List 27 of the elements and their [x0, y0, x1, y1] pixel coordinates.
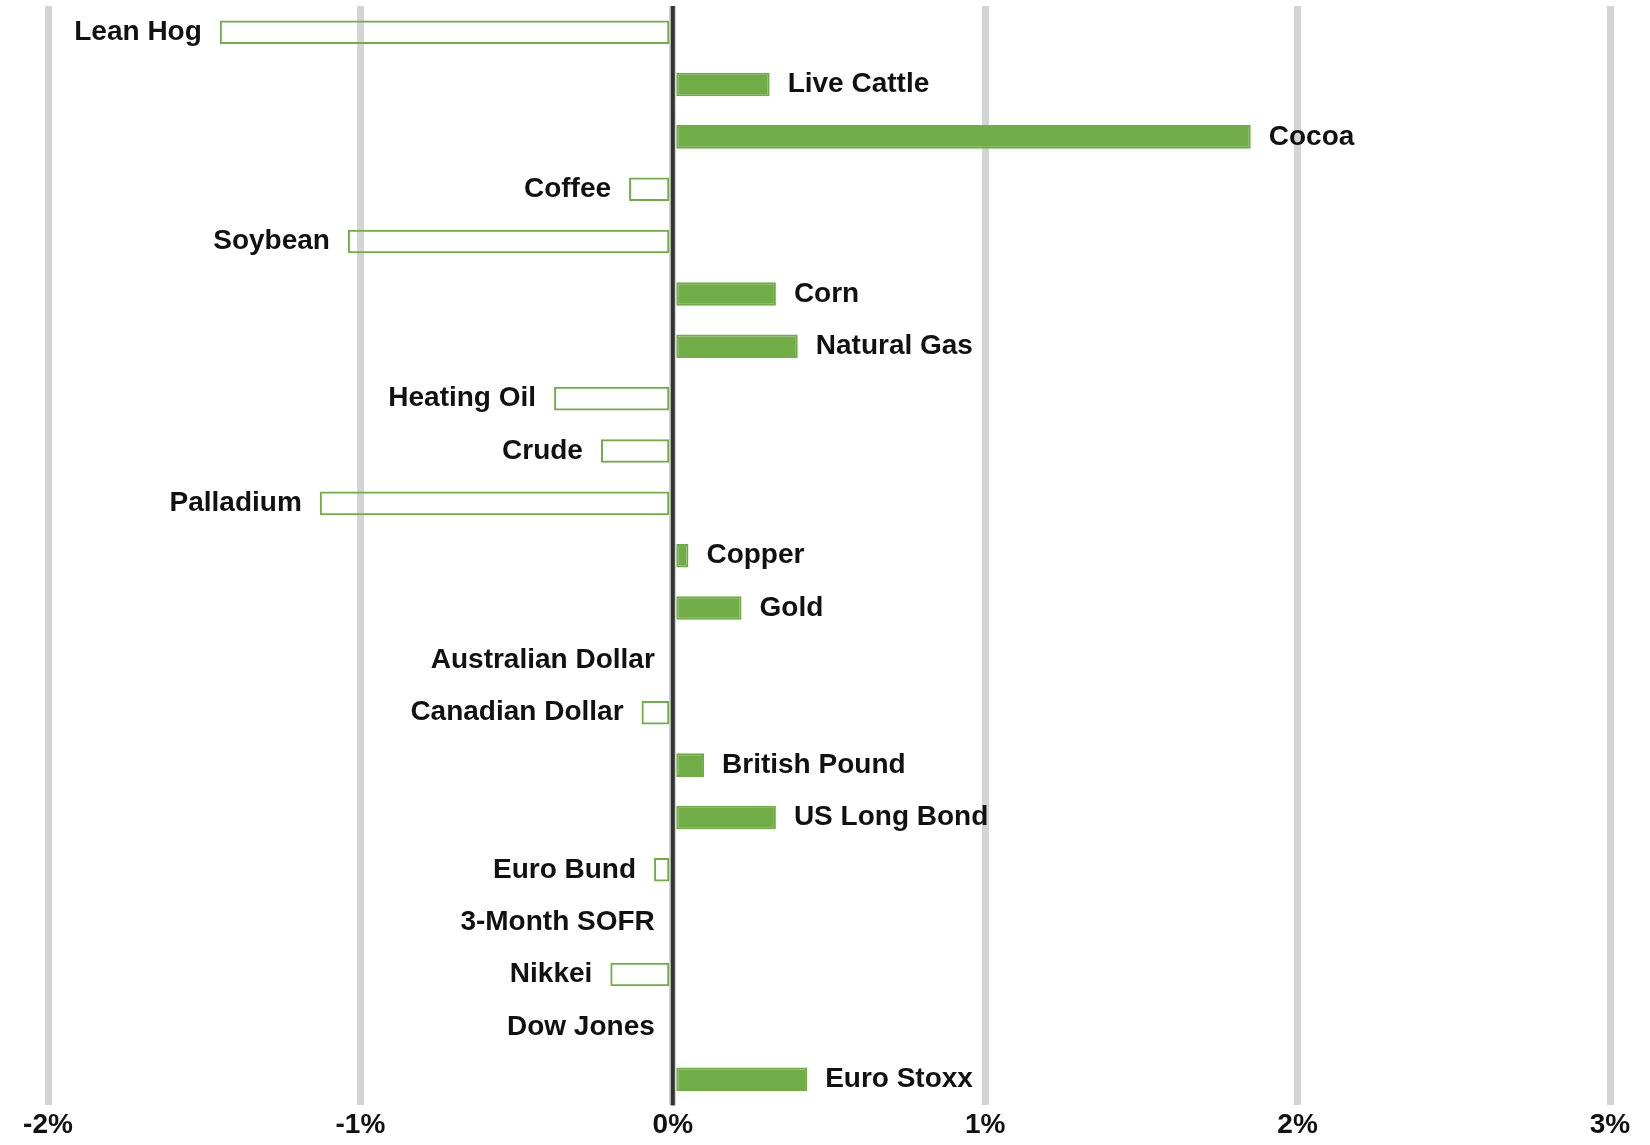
y-tick-label: British Pound — [722, 747, 906, 779]
y-tick-label: Dow Jones — [506, 1009, 655, 1041]
y-tick-label: Lean Hog — [74, 14, 202, 46]
y-tick-label: 3-Month SOFR — [460, 904, 655, 936]
y-tick-label: Live Cattle — [787, 67, 930, 99]
y-tick-label: Heating Oil — [388, 381, 537, 413]
x-tick-label: -1% — [335, 1107, 386, 1139]
y-tick-label: Coffee — [523, 171, 612, 203]
y-tick-label: Crude — [502, 433, 583, 465]
y-tick-label: US Long Bond — [793, 800, 989, 832]
y-tick-label: Palladium — [169, 486, 302, 518]
y-tick-label: Euro Bund — [492, 852, 637, 884]
x-tick-label: -2% — [23, 1107, 73, 1139]
y-tick-label: Gold — [759, 590, 824, 622]
x-tick-label: 1% — [964, 1107, 1006, 1139]
y-tick-label: Copper — [706, 538, 805, 570]
x-tick-label: 2% — [1277, 1107, 1318, 1139]
y-tick-label: Soybean — [213, 224, 330, 256]
y-tick-label: Corn — [793, 276, 860, 308]
y-tick-label: Australian Dollar — [430, 643, 655, 675]
x-tick-label: 3% — [1589, 1107, 1631, 1139]
y-tick-label: Euro Stoxx — [825, 1061, 974, 1093]
y-tick-label: Natural Gas — [815, 329, 973, 361]
y-tick-label: Cocoa — [1268, 119, 1355, 151]
y-tick-label: Nikkei — [509, 957, 593, 989]
x-tick-label: 0% — [652, 1107, 694, 1139]
y-tick-label: Canadian Dollar — [410, 695, 624, 727]
